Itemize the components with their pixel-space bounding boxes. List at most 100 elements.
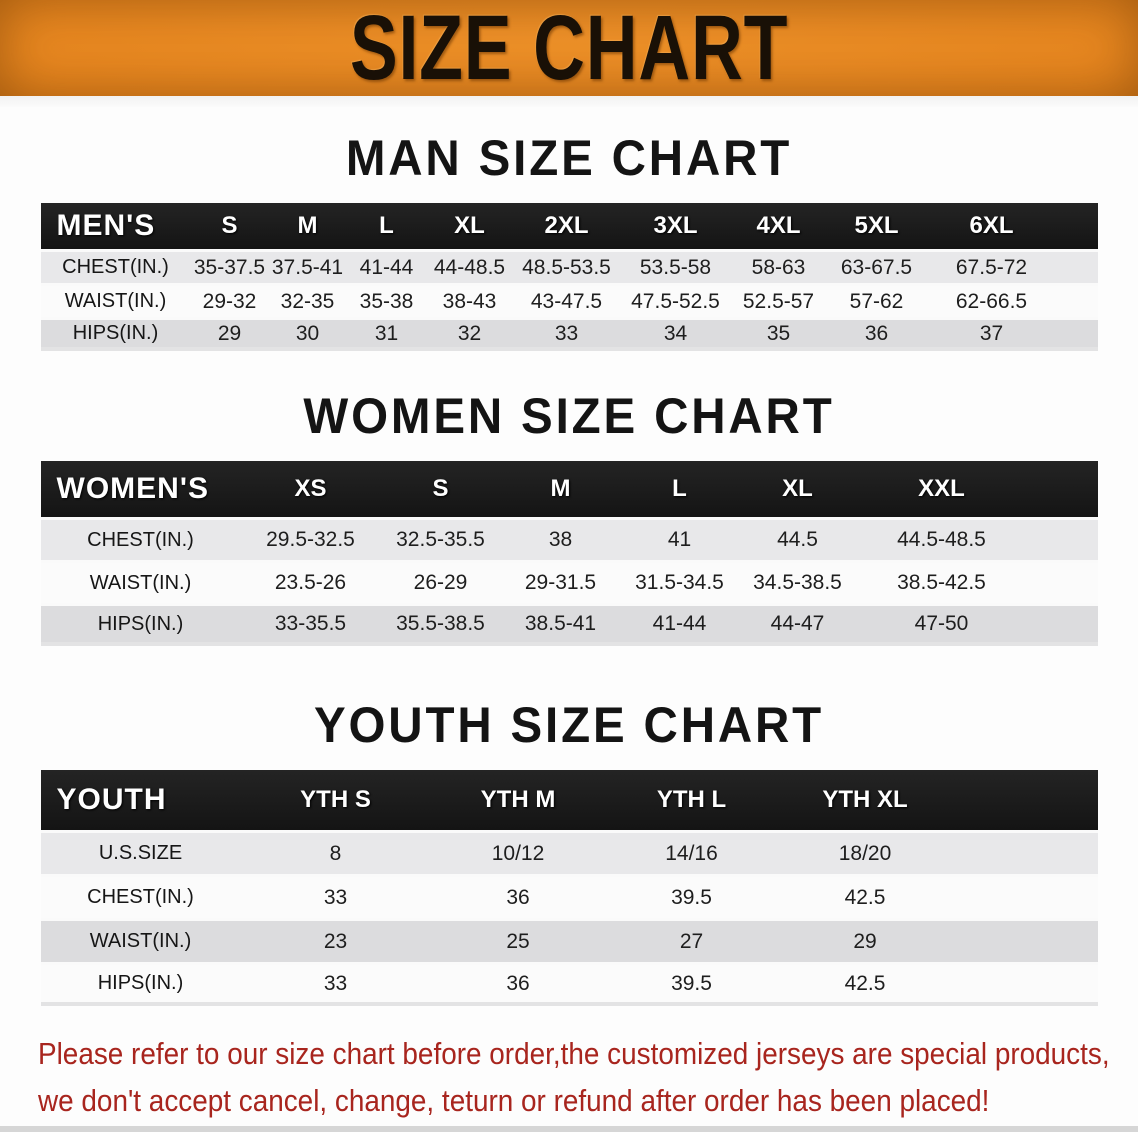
size-value-cell: 36 (430, 962, 606, 1006)
size-value-cell: 27 (605, 918, 778, 962)
size-value-cell: 67.5-72 (926, 249, 1057, 283)
men-header-row: MEN'S S M L XL 2XL 3XL 4XL 5XL 6XL (40, 203, 1098, 249)
size-value-cell: 33 (512, 317, 621, 351)
table-row: WAIST(IN.) 23.5-26 26-29 29-31.5 31.5-34.5 34… (40, 560, 1098, 603)
disclaimer-line-1: Please refer to our size chart before or… (38, 1036, 1110, 1071)
spacer-cell (1026, 603, 1098, 646)
size-value-cell: 31 (346, 317, 427, 351)
spacer-cell (1056, 283, 1098, 317)
size-value-cell: 44-47 (738, 603, 857, 646)
youth-header-label: YOUTH (56, 783, 167, 816)
table-row: HIPS(IN.) 29 30 31 32 33 34 35 36 37 (40, 317, 1098, 351)
column-header-xxl: XXL (918, 475, 965, 502)
column-header-yth-xl: YTH XL (822, 786, 908, 813)
size-value-cell: 23 (240, 918, 431, 962)
row-label: HIPS(IN.) (40, 317, 191, 351)
size-value-cell: 48.5-53.5 (512, 249, 621, 283)
spacer-cell (952, 830, 1098, 874)
size-value-cell: 29 (190, 317, 269, 351)
size-chart-banner: SIZE CHART (0, 0, 1138, 96)
spacer-cell (1056, 249, 1098, 283)
size-value-cell: 23.5-26 (240, 560, 381, 603)
size-value-cell: 38.5-42.5 (856, 560, 1027, 603)
size-value-cell: 32 (426, 317, 513, 351)
header-spacer (1027, 461, 1098, 517)
table-row: CHEST(IN.) 33 36 39.5 42.5 (40, 874, 1098, 918)
column-header-2xl: 2XL (544, 212, 589, 239)
size-value-cell: 52.5-57 (730, 283, 827, 317)
spacer-cell (952, 918, 1098, 962)
size-value-cell: 14/16 (605, 830, 778, 874)
size-value-cell: 25 (430, 918, 606, 962)
size-value-cell: 31.5-34.5 (620, 560, 739, 603)
table-row: CHEST(IN.) 35-37.5 37.5-41 41-44 44-48.5 48.5… (40, 249, 1098, 283)
size-value-cell: 29-31.5 (500, 560, 621, 603)
size-value-cell: 32.5-35.5 (380, 517, 501, 560)
section-title-women: WOMEN SIZE CHART (303, 388, 835, 444)
size-value-cell: 44-48.5 (426, 249, 513, 283)
size-value-cell: 32-35 (268, 283, 347, 317)
header-spacer (953, 770, 1098, 830)
table-row: WAIST(IN.) 23 25 27 29 (40, 918, 1098, 962)
spacer-cell (952, 962, 1098, 1006)
size-value-cell: 34.5-38.5 (738, 560, 857, 603)
size-value-cell: 58-63 (730, 249, 827, 283)
size-value-cell: 43-47.5 (512, 283, 621, 317)
column-header-xl: XL (782, 475, 813, 502)
size-value-cell: 33 (240, 874, 431, 918)
column-header-5xl: 5XL (854, 212, 899, 239)
size-value-cell: 37 (926, 317, 1057, 351)
size-value-cell: 8 (240, 830, 431, 874)
size-value-cell: 44.5 (738, 517, 857, 560)
size-value-cell: 33 (240, 962, 431, 1006)
size-value-cell: 41-44 (620, 603, 739, 646)
men-header-label: MEN'S (56, 209, 156, 242)
table-row: U.S.SIZE 8 10/12 14/16 18/20 (40, 830, 1098, 874)
size-value-cell: 41-44 (346, 249, 427, 283)
size-value-cell: 53.5-58 (620, 249, 731, 283)
size-value-cell: 29 (777, 918, 953, 962)
size-value-cell: 47.5-52.5 (620, 283, 731, 317)
size-value-cell: 29.5-32.5 (240, 517, 381, 560)
size-value-cell: 57-62 (826, 283, 927, 317)
men-size-table: MEN'S S M L XL 2XL 3XL 4XL 5XL 6XL CHEST(IN.) 35-… (40, 203, 1098, 351)
row-label: CHEST(IN.) (40, 249, 191, 283)
size-value-cell: 35.5-38.5 (380, 603, 501, 646)
size-value-cell: 38 (500, 517, 621, 560)
spacer-cell (1026, 560, 1098, 603)
column-header-yth-l: YTH L (656, 786, 727, 813)
table-row: HIPS(IN.) 33 36 39.5 42.5 (40, 962, 1098, 1006)
spacer-cell (1026, 517, 1098, 560)
size-value-cell: 33-35.5 (240, 603, 381, 646)
column-header-yth-m: YTH M (480, 786, 556, 813)
size-value-cell: 35-37.5 (190, 249, 269, 283)
women-size-table: WOMEN'S XS S M L XL XXL CHEST(IN.) 29.5-32.5 32… (40, 461, 1098, 646)
disclaimer-line-2: we don't accept cancel, change, teturn o… (38, 1083, 990, 1118)
banner-underline (0, 96, 1138, 107)
size-value-cell: 39.5 (605, 874, 778, 918)
size-value-cell: 18/20 (777, 830, 953, 874)
women-header-label: WOMEN'S (56, 472, 209, 505)
table-row: CHEST(IN.) 29.5-32.5 32.5-35.5 38 41 44.5 44.5… (40, 517, 1098, 560)
row-label: CHEST(IN.) (40, 874, 241, 918)
size-value-cell: 63-67.5 (826, 249, 927, 283)
size-value-cell: 35 (730, 317, 827, 351)
row-label: WAIST(IN.) (40, 560, 241, 603)
size-value-cell: 30 (268, 317, 347, 351)
section-title-men: MAN SIZE CHART (345, 130, 793, 186)
spacer-cell (1056, 317, 1098, 351)
column-header-3xl: 3XL (653, 212, 698, 239)
spacer-cell (952, 874, 1098, 918)
column-header-m: M (297, 212, 318, 239)
column-header-l: L (379, 212, 394, 239)
row-label: HIPS(IN.) (40, 603, 241, 646)
column-header-yth-s: YTH S (300, 786, 371, 813)
size-value-cell: 35-38 (346, 283, 427, 317)
row-label: WAIST(IN.) (40, 918, 241, 962)
table-row: WAIST(IN.) 29-32 32-35 35-38 38-43 43-47.5 47.… (40, 283, 1098, 317)
size-value-cell: 36 (826, 317, 927, 351)
row-label: CHEST(IN.) (40, 517, 241, 560)
row-label: HIPS(IN.) (40, 962, 241, 1006)
size-value-cell: 47-50 (856, 603, 1027, 646)
